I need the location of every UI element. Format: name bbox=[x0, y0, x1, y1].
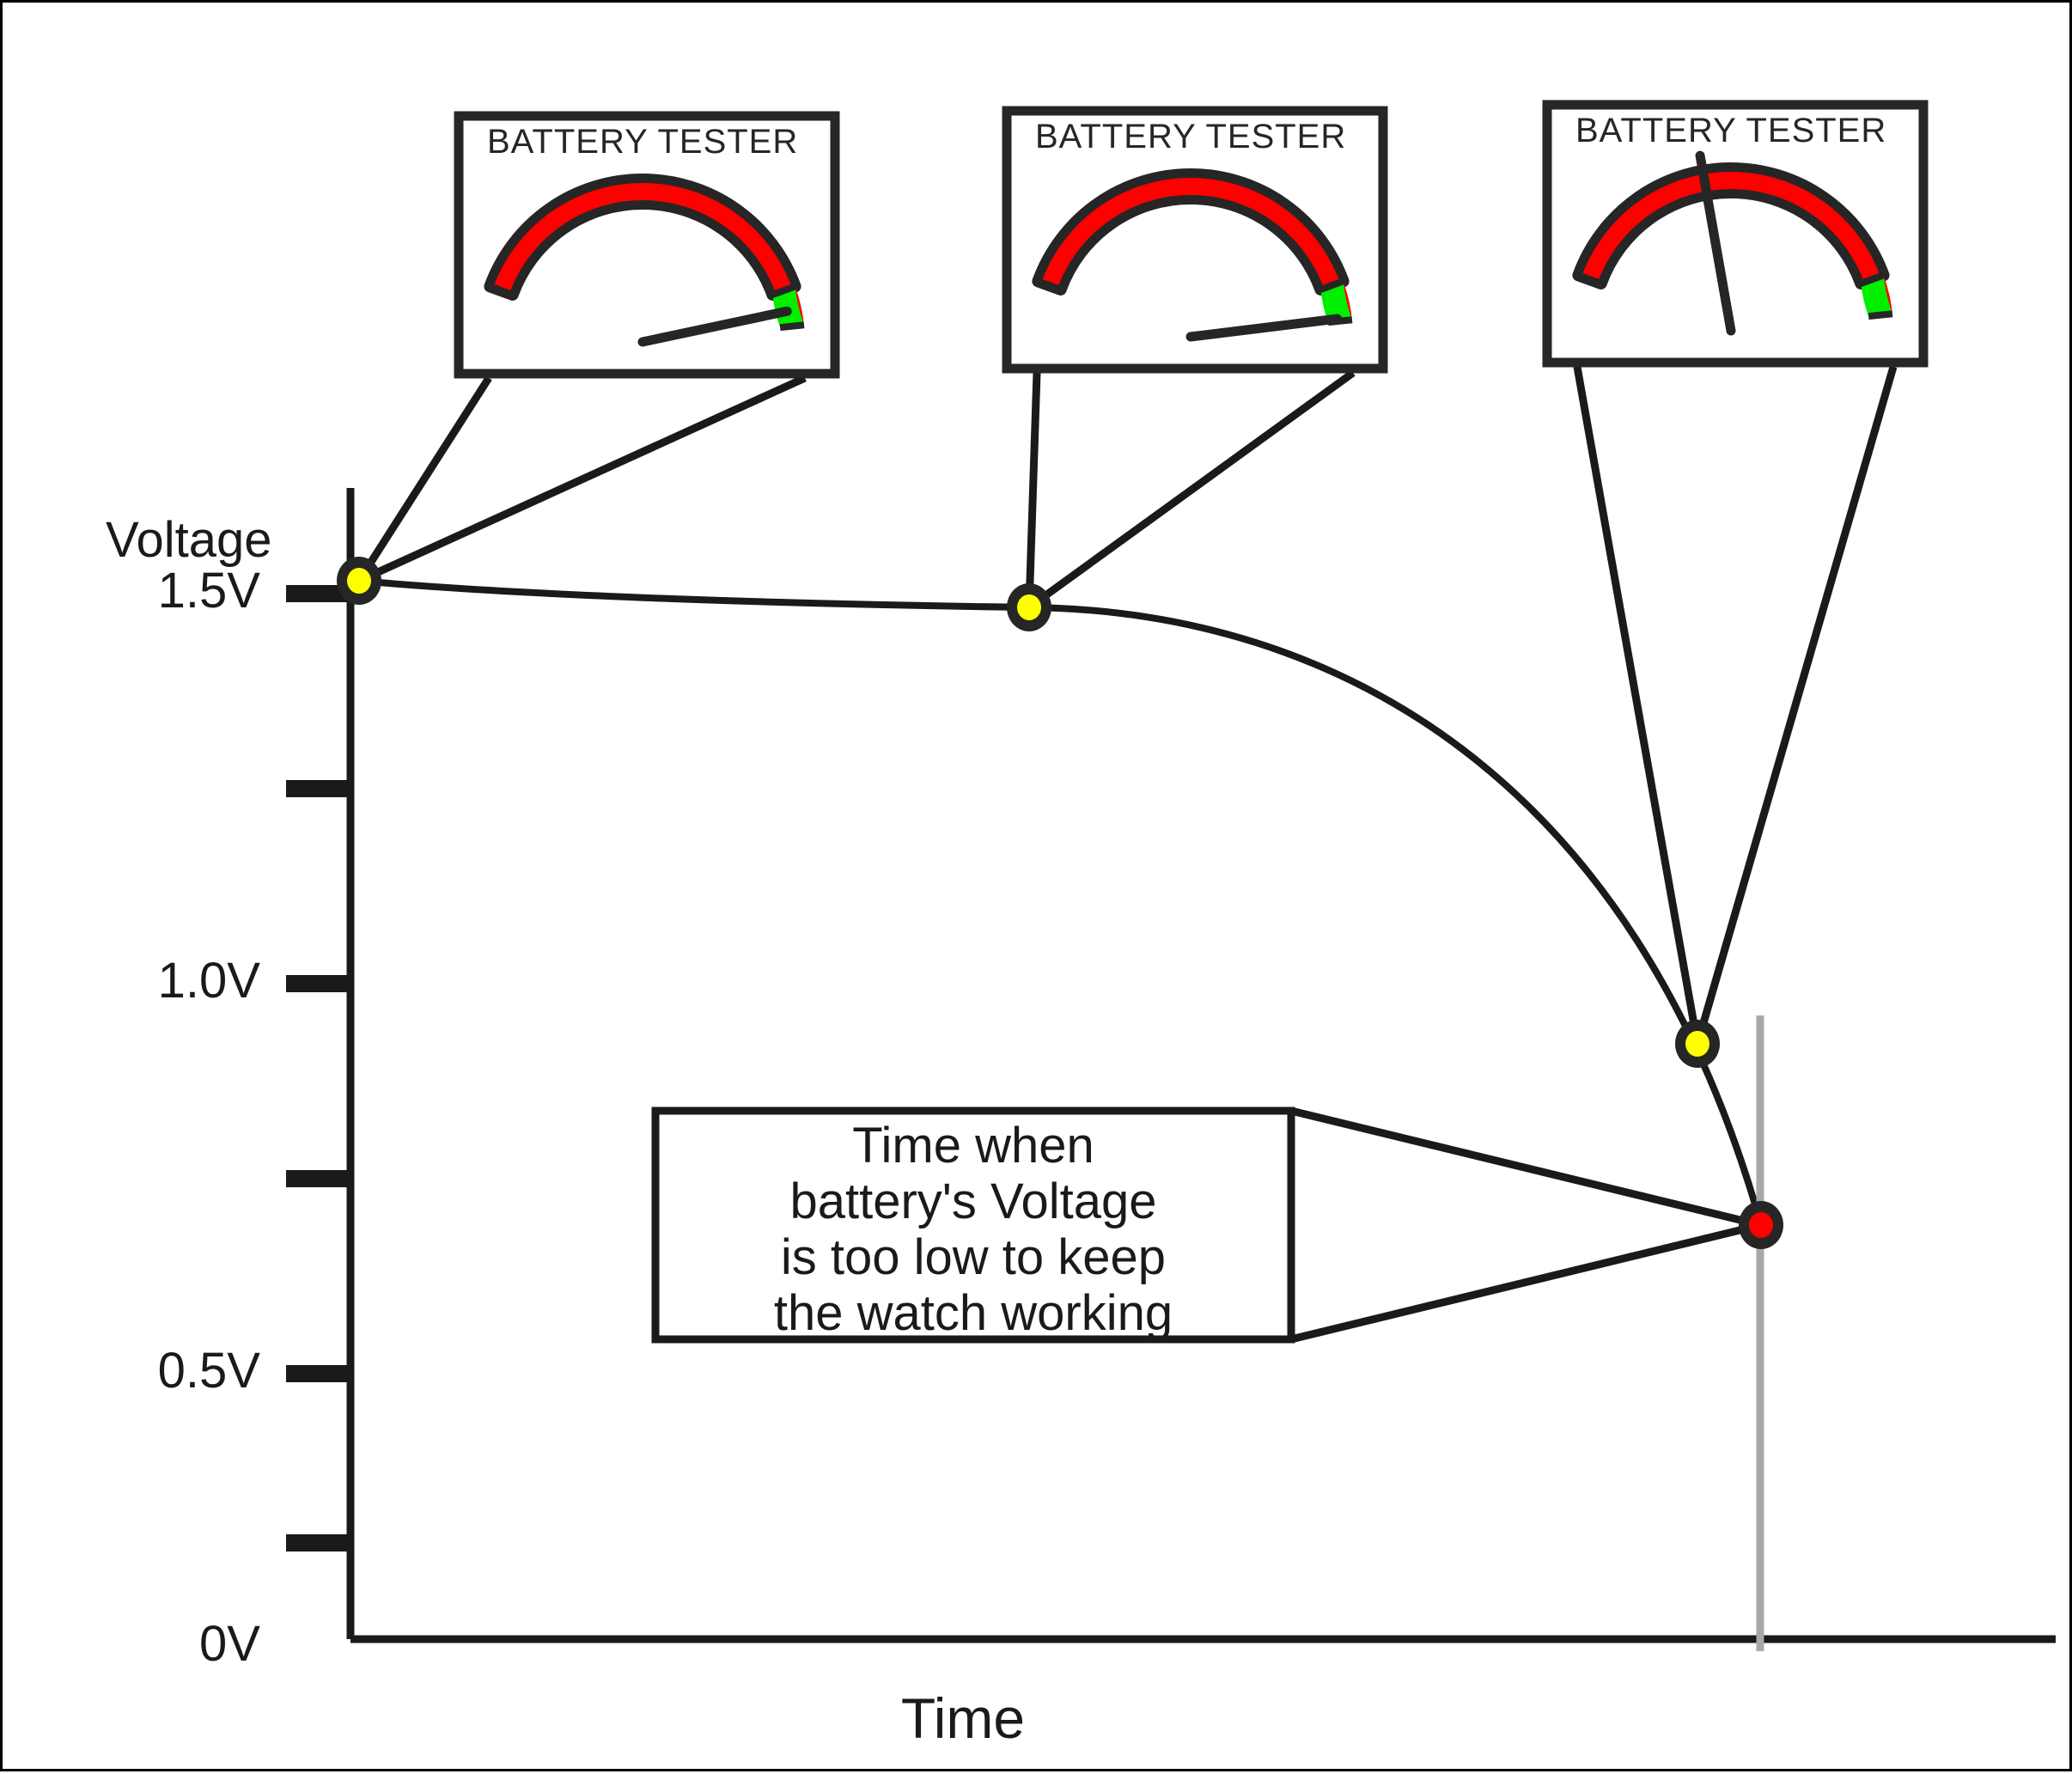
svg-text:Time when: Time when bbox=[852, 1118, 1094, 1174]
svg-text:1.5V: 1.5V bbox=[158, 563, 261, 619]
svg-text:1.0V: 1.0V bbox=[158, 953, 261, 1009]
svg-text:Time: Time bbox=[901, 1686, 1025, 1750]
svg-text:battery's Voltage: battery's Voltage bbox=[789, 1174, 1156, 1229]
svg-text:the watch working: the watch working bbox=[774, 1285, 1173, 1341]
svg-text:0.5V: 0.5V bbox=[158, 1343, 261, 1399]
svg-text:0V: 0V bbox=[199, 1616, 260, 1672]
svg-text:is too low to keep: is too low to keep bbox=[781, 1229, 1166, 1285]
svg-text:Voltage: Voltage bbox=[106, 512, 272, 568]
